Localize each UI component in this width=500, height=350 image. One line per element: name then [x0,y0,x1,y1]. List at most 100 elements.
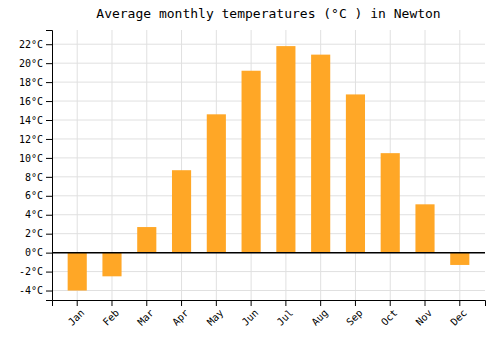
tick-label: Jan [66,307,87,328]
tick: 4°C [25,209,52,220]
tick: Dec [448,300,469,328]
tick-mark [285,300,286,306]
tick-label: 18°C [19,77,43,88]
bar [172,170,191,252]
grid-line [52,101,485,102]
axis-line [53,301,486,307]
tick-label: Feb [101,307,122,328]
tick: 6°C [25,190,52,201]
tick-mark [146,300,147,306]
grid-line [52,120,485,121]
tick: Feb [101,300,122,328]
tick-label: 6°C [25,190,43,201]
tick-label: 2°C [25,228,43,239]
tick: -2°C [19,266,52,277]
bar [450,253,469,265]
tick-label: 22°C [19,39,43,50]
tick-mark [46,101,52,102]
grid-line [52,290,485,291]
tick-label: Mar [135,307,156,328]
bars [52,46,485,290]
bar [276,46,295,253]
tick-mark [46,215,52,216]
tick-mark [251,300,252,306]
grid-line [52,82,485,83]
tick: Mar [135,300,156,328]
plot: -4°C-2°C0°C2°C4°C6°C8°C10°C12°C14°C16°C1… [19,30,486,328]
tick: 18°C [19,77,52,88]
tick-mark [46,120,52,121]
tick: Jun [240,300,261,328]
tick: 10°C [19,153,52,164]
chart: -4°C-2°C0°C2°C4°C6°C8°C10°C12°C14°C16°C1… [0,0,500,350]
grid-line [146,30,147,300]
tick-label: Nov [414,307,435,328]
tick-mark [355,300,356,306]
tick-label: Apr [170,307,191,328]
tick-mark [46,82,52,83]
tick-mark [46,177,52,178]
tick-mark [46,44,52,45]
tick-label: 16°C [19,96,43,107]
bar [311,55,330,253]
tick-mark [111,300,112,306]
grid-line [52,138,485,139]
tick-mark [46,196,52,197]
tick: May [205,300,226,328]
tick: Jan [66,300,87,328]
tick-mark [181,300,182,306]
tick-label: -2°C [19,266,43,277]
tick-label: Sep [344,307,365,328]
tick-label: Aug [309,307,330,328]
tick-label: Jun [240,307,261,328]
bar [68,253,87,291]
tick: 12°C [19,134,52,145]
zero-line [52,252,485,254]
tick-mark [77,300,78,306]
tick: Oct [379,300,400,328]
tick-mark [46,291,52,292]
tick: 2°C [25,228,52,239]
bar [207,114,226,252]
tick-mark [390,300,391,306]
tick-label: 20°C [19,58,43,69]
tick-mark [46,253,52,254]
x-axis: Jan Feb Mar Apr May Jun Jul Aug Sep Oct Nov Dec [53,300,486,328]
tick: 20°C [19,58,52,69]
bar [415,204,434,252]
tick-mark [46,158,52,159]
tick-mark [46,272,52,273]
tick: Jul [275,300,296,328]
tick-label: Dec [448,307,469,328]
tick-mark [459,300,460,306]
bar [346,94,365,252]
tick-label: -4°C [19,285,43,296]
tick-label: May [205,307,226,328]
bar [381,153,400,252]
tick: Apr [170,300,191,328]
axis-line [46,31,53,301]
tick: Aug [309,300,330,328]
grid-line [425,30,426,300]
tick: Sep [344,300,365,328]
bar [137,227,156,253]
bar [242,71,261,253]
tick-mark [425,300,426,306]
bar [102,253,121,277]
grid-line [181,30,182,300]
y-axis: -4°C-2°C0°C2°C4°C6°C8°C10°C12°C14°C16°C1… [19,31,53,301]
title: Average monthly temperatures (°C ) in Ne… [96,6,440,21]
tick: 14°C [19,115,52,126]
tick-mark [216,300,217,306]
grid-line [52,44,485,45]
grid-line [52,63,485,64]
tick: 16°C [19,96,52,107]
tick-label: 10°C [19,153,43,164]
grid-line [52,252,485,253]
tick: 0°C [25,247,52,258]
tick-mark [46,63,52,64]
tick-label: 0°C [25,247,43,258]
tick-label: 4°C [25,209,43,220]
tick-mark [320,300,321,306]
tick-mark [46,139,52,140]
